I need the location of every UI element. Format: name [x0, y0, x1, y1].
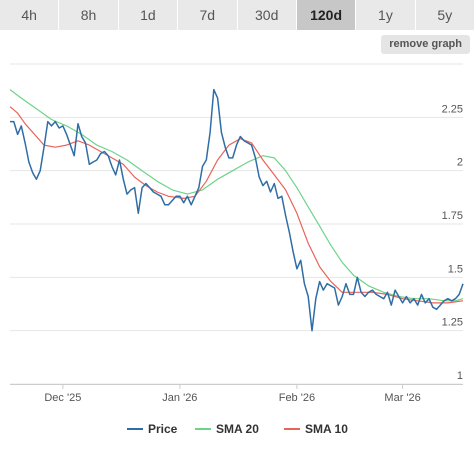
tab-120d[interactable]: 120d — [296, 0, 357, 30]
price-line — [10, 88, 464, 332]
x-tick-label: Dec '25 — [44, 392, 81, 404]
remove-graph-button[interactable]: remove graph — [381, 35, 470, 54]
y-tick-label: 1.75 — [442, 210, 463, 222]
legend-label: SMA 20 — [216, 422, 259, 436]
tab-30d[interactable]: 30d — [237, 0, 297, 30]
y-tick-label: 2 — [457, 157, 463, 169]
legend-label: Price — [148, 422, 178, 436]
y-tick-label: 1.5 — [448, 263, 463, 275]
y-tick-label: 2.25 — [442, 103, 463, 115]
sma-20-line — [9, 89, 464, 302]
time-range-tabs: 4h 8h 1d 7d 30d 120d 1y 5y — [0, 0, 474, 30]
y-tick-label: 1.25 — [442, 317, 463, 329]
tab-4h[interactable]: 4h — [0, 0, 60, 30]
x-tick-label: Jan '26 — [162, 392, 197, 404]
y-tick-label: 1 — [457, 370, 463, 382]
tab-1d[interactable]: 1d — [118, 0, 179, 30]
x-tick-label: Mar '26 — [384, 392, 420, 404]
tab-7d[interactable]: 7d — [178, 0, 238, 30]
tab-8h[interactable]: 8h — [59, 0, 119, 30]
x-tick-label: Feb '26 — [279, 392, 315, 404]
tab-1y[interactable]: 1y — [356, 0, 416, 30]
legend-label: SMA 10 — [305, 422, 348, 436]
sma-10-line — [9, 106, 464, 304]
tab-5y[interactable]: 5y — [415, 0, 474, 30]
